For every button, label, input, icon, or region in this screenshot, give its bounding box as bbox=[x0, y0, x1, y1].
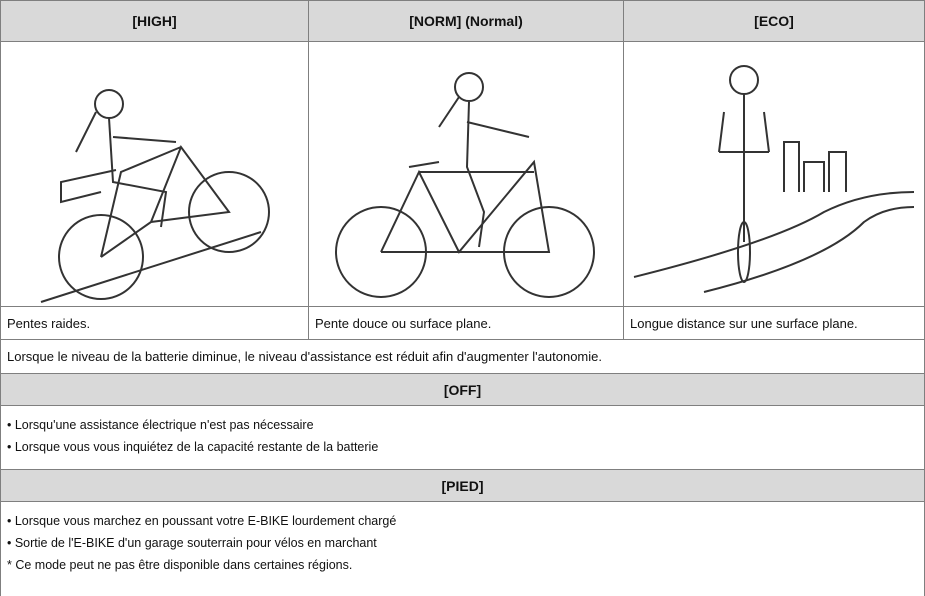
list-item: • Sortie de l'E-BIKE d'un garage souterr… bbox=[7, 536, 377, 550]
item-list: • Lorsque vous marchez en poussant votre… bbox=[7, 510, 396, 576]
header-cell: [NORM] (Normal) bbox=[309, 0, 624, 42]
list-item: • Lorsque vous vous inquiétez de la capa… bbox=[7, 440, 379, 454]
section-body: • Lorsque vous marchez en poussant votre… bbox=[0, 502, 925, 596]
section-title: [OFF] bbox=[0, 374, 925, 406]
header-cell: [HIGH] bbox=[0, 0, 309, 42]
illustration-high bbox=[40, 89, 270, 303]
caption-cell: Longue distance sur une surface plane. bbox=[624, 307, 925, 340]
list-item: • Lorsque vous marchez en poussant votre… bbox=[7, 514, 397, 528]
image-cell bbox=[624, 42, 925, 307]
note-row: Lorsque le niveau de la batterie diminue… bbox=[0, 340, 925, 374]
list-item: • Lorsqu'une assistance électrique n'est… bbox=[7, 418, 314, 432]
caption-cell: Pente douce ou surface plane. bbox=[309, 307, 624, 340]
item-list: • Lorsqu'une assistance électrique n'est… bbox=[7, 414, 378, 458]
header-cell: [ECO] bbox=[624, 0, 925, 42]
caption-cell: Pentes raides. bbox=[0, 307, 309, 340]
image-cell bbox=[0, 42, 309, 307]
illustration-norm bbox=[335, 72, 595, 298]
list-item: * Ce mode peut ne pas être disponible da… bbox=[7, 558, 353, 572]
section-body: • Lorsqu'une assistance électrique n'est… bbox=[0, 406, 925, 470]
image-cell bbox=[309, 42, 624, 307]
section-title: [PIED] bbox=[0, 470, 925, 502]
illustration-eco bbox=[633, 65, 915, 293]
